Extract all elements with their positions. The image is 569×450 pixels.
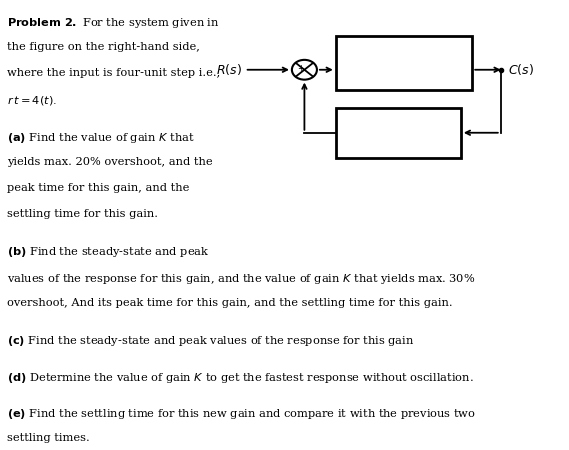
- Text: settling times.: settling times.: [7, 433, 89, 443]
- Text: $\mathbf{(e)}$ Find the settling time for this new gain and compare it with the : $\mathbf{(e)}$ Find the settling time fo…: [7, 407, 476, 421]
- Text: settling time for this gain.: settling time for this gain.: [7, 209, 158, 219]
- Text: $s^2 + s + 2$: $s^2 + s + 2$: [378, 67, 430, 83]
- Text: yields max. 20% overshoot, and the: yields max. 20% overshoot, and the: [7, 157, 212, 166]
- Text: $\mathbf{Problem\ 2.}$ For the system given in: $\mathbf{Problem\ 2.}$ For the system gi…: [7, 16, 220, 30]
- Text: peak time for this gain, and the: peak time for this gain, and the: [7, 183, 189, 193]
- Text: $\mathbf{(b)}$ Find the steady-state and peak: $\mathbf{(b)}$ Find the steady-state and…: [7, 245, 209, 260]
- Text: +: +: [297, 64, 304, 73]
- Text: the figure on the right-hand side,: the figure on the right-hand side,: [7, 42, 200, 52]
- Text: $\mathbf{(c)}$ Find the steady-state and peak values of the response for this ga: $\mathbf{(c)}$ Find the steady-state and…: [7, 334, 414, 348]
- Text: $C(s)$: $C(s)$: [508, 62, 534, 77]
- Text: $R(s)$: $R(s)$: [216, 62, 242, 77]
- Text: values of the response for this gain, and the value of gain $K$ that yields max.: values of the response for this gain, an…: [7, 271, 475, 286]
- Text: where the input is four-unit step i.e.,: where the input is four-unit step i.e.,: [7, 68, 220, 78]
- Text: $K$: $K$: [398, 46, 410, 58]
- Text: overshoot, And its peak time for this gain, and the settling time for this gain.: overshoot, And its peak time for this ga…: [7, 297, 452, 308]
- Bar: [336, 36, 472, 90]
- Text: $1 - \dfrac{2}{K}$: $1 - \dfrac{2}{K}$: [381, 120, 415, 146]
- Text: $\mathbf{(d)}$ Determine the value of gain $K$ to get the fastest response witho: $\mathbf{(d)}$ Determine the value of ga…: [7, 371, 473, 385]
- Bar: [336, 108, 461, 158]
- Text: $r\,t = 4(t).$: $r\,t = 4(t).$: [7, 94, 57, 107]
- Text: $\mathbf{(a)}$ Find the value of gain $K$ that: $\mathbf{(a)}$ Find the value of gain $K…: [7, 130, 195, 144]
